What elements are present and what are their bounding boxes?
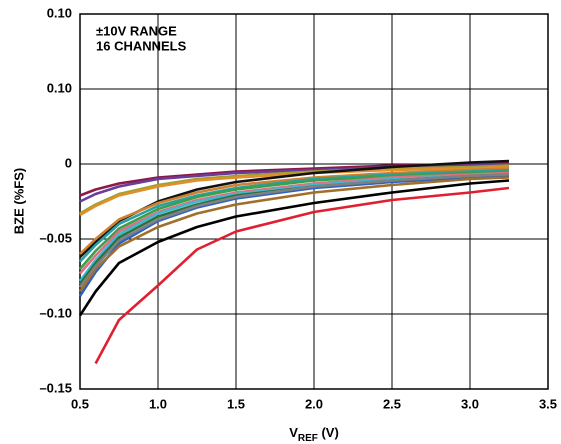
- y-tick-label: 0.10: [47, 5, 72, 20]
- y-tick-label: –0.05: [39, 230, 72, 245]
- x-tick-label: 1.5: [227, 396, 245, 411]
- annotation: 16 CHANNELS: [96, 38, 187, 53]
- series-line: [79, 159, 510, 258]
- y-tick-label: 0.10: [47, 80, 72, 95]
- x-tick-label: 2.0: [305, 396, 323, 411]
- x-tick-label: 3.0: [461, 396, 479, 411]
- series-line: [79, 162, 510, 203]
- series-line: [79, 167, 510, 255]
- series-line: [78, 176, 510, 293]
- series-line: [79, 170, 510, 270]
- y-tick-label: –0.15: [39, 380, 72, 395]
- x-label-main: V: [289, 425, 298, 440]
- series-line: [78, 173, 510, 288]
- x-axis-label: VREF (V): [289, 425, 339, 443]
- series-line: [78, 179, 510, 317]
- annotation: ±10V RANGE: [96, 23, 177, 38]
- series-line: [94, 186, 510, 365]
- series-line: [79, 171, 510, 275]
- series-line: [79, 165, 510, 217]
- x-tick-label: 0.5: [71, 396, 89, 411]
- x-tick-label: 2.5: [383, 396, 401, 411]
- y-tick-label: –0.10: [39, 305, 72, 320]
- x-tick-label: 3.5: [539, 396, 557, 411]
- series-line: [79, 164, 510, 215]
- series-line: [79, 168, 510, 263]
- x-tick-label: 1.0: [149, 396, 167, 411]
- x-label-rest: (V): [318, 425, 339, 440]
- x-label-sub: REF: [298, 433, 318, 444]
- y-axis-label: BZE (%FS): [11, 168, 26, 234]
- y-tick-label: 0: [65, 155, 72, 170]
